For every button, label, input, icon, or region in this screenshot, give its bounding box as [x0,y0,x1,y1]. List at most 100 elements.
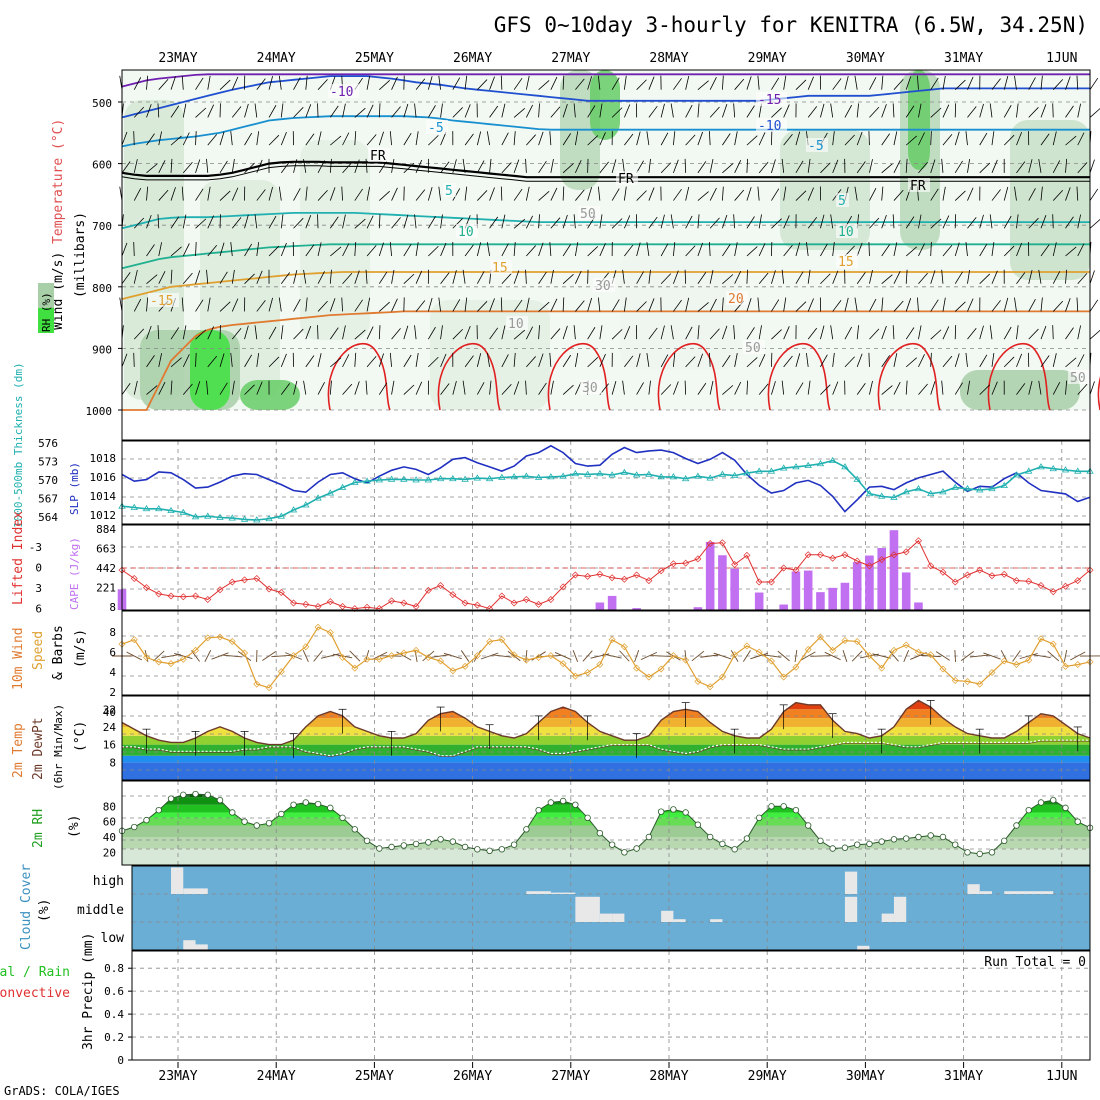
li-marker [437,582,445,589]
wind-barb [1077,243,1085,257]
wind-barb [513,77,523,90]
surface-wind-barb [889,650,899,662]
wind-barb [636,242,641,257]
wind-barb [562,354,572,368]
wind-barb [501,354,509,368]
contour-label-bg [490,260,512,274]
thickness-marker [461,475,469,482]
wind-marker [1074,661,1082,669]
wind-barb [280,161,290,174]
wind-barb [930,159,936,173]
wind-barb [538,191,550,201]
wind-barb [781,158,785,173]
wind-barb [195,270,201,284]
wind-barb [1016,131,1023,146]
surface-wind-barb [954,649,957,663]
rh-marker [939,833,947,841]
wind-barb [781,269,785,284]
wind-barb [1040,75,1043,90]
thickness-marker [302,501,310,508]
li-marker [241,576,249,584]
wind-barb [464,133,474,146]
wind-barb [146,163,158,174]
wind-barb [820,103,825,118]
wind-barb [231,269,235,284]
surface-wind-barb [935,651,951,661]
wind-barb [1076,75,1079,90]
wind-barb [133,187,142,201]
date-label-bottom: 25MAY [355,1069,394,1084]
wind-barb [403,384,415,395]
wind-barb [219,301,231,312]
wind-barb [685,134,696,146]
contour-label-bg [580,380,602,394]
wind-barb [195,131,197,146]
wind-barb [244,132,253,146]
wind-marker [633,664,641,672]
wind-barb [256,270,263,284]
wind-barb [317,382,325,395]
wind-barb [905,135,917,146]
wind-barb [452,380,457,395]
rh-marker [523,826,530,833]
rh-marker [1074,818,1081,825]
wind-barb [893,131,898,146]
wind-barb [575,78,585,90]
wind-barb [597,186,601,201]
wind-barb [869,298,877,312]
wind-barb [562,274,574,285]
wind-barb [219,190,231,201]
wind-barb [146,244,155,257]
wind-barb [856,325,859,340]
wind-barb [379,190,390,201]
thickness-marker [424,476,433,483]
thickness-marker [130,503,138,510]
wind-marker [620,643,628,651]
wind-barb [1065,135,1077,146]
thickness-marker [571,469,580,477]
thickness-marker [804,461,812,469]
wind-barb [133,131,135,146]
contour-label: -10 [330,85,353,100]
thickness-marker [400,475,408,482]
wind-marker [412,646,420,654]
wind-barb [170,105,180,118]
surface-wind-barb [920,654,941,658]
li-marker [155,590,163,598]
wind-barb [293,217,304,229]
wind-barb [942,355,953,368]
li-marker [694,555,702,563]
wind-barb [648,187,655,201]
wind-barb [207,244,218,257]
wind-barb [954,79,966,90]
ytick-precip: 0.4 [104,1008,124,1021]
wind-barb [734,381,742,395]
rh-marker [302,799,309,806]
surface-wind-barb [960,650,975,662]
cape-bar [595,602,605,610]
wind-barb [562,75,565,90]
wind-marker [853,637,861,645]
li-marker [547,596,555,603]
wind-barb [1003,245,1015,257]
wind-barb [660,162,672,174]
rh-marker [633,845,640,852]
wind-barb [830,103,834,118]
wind-barb [783,75,787,90]
contour-warm [987,343,1051,411]
wind-barb [341,186,343,201]
rh-shade [780,130,870,250]
li-marker [204,596,212,603]
wind-barb [1003,326,1012,340]
ytick-rh: 40 [103,831,116,844]
wind-barb [280,353,287,368]
wind-barb [624,355,634,368]
wind-barb [868,352,870,367]
wind-barb [954,160,963,174]
wind-barb [1076,186,1079,201]
isotherm-15 [121,271,1090,300]
rh-marker [167,795,175,802]
wind-barb [869,269,873,284]
ytick-rh: 80 [103,800,116,813]
contour-label-bg [426,120,448,134]
